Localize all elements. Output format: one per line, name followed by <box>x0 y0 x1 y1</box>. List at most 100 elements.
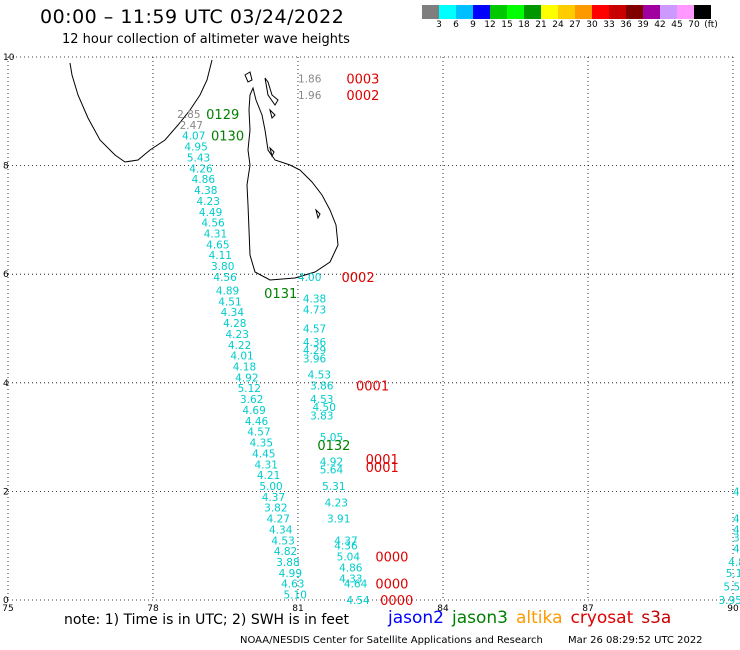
credit-text: NOAA/NESDIS Center for Satellite Applica… <box>240 635 543 646</box>
color-swatch-0 <box>422 5 439 19</box>
color-label: 33 <box>603 20 615 30</box>
color-swatch-8 <box>558 5 575 19</box>
swh-value: 4.23 <box>226 329 249 341</box>
swh-value: 3.6 <box>733 533 740 545</box>
swh-value: 4.28 <box>223 318 246 330</box>
swh-value: 4.82 <box>274 546 297 558</box>
swh-value: 3.82 <box>264 503 287 515</box>
swh-value: 4.36 <box>334 541 358 553</box>
swh-value: 4.29 <box>303 345 326 357</box>
time-label: 0003 <box>346 73 379 88</box>
swh-value: 4.56 <box>201 218 225 230</box>
axis-ticks: 75 78 81 84 87 90 0 2 4 6 8 10 <box>2 53 739 614</box>
legend-jason3: jason3 <box>452 608 508 628</box>
swh-value: 4.99 <box>279 568 302 580</box>
credit-line: NOAA/NESDIS Center for Satellite Applica… <box>240 635 725 646</box>
color-label: 27 <box>569 20 581 30</box>
color-swatch-4 <box>490 5 507 19</box>
swh-value: 4.23 <box>197 196 220 208</box>
color-label: 70 <box>688 20 700 30</box>
x-tick-label: 90 <box>727 604 739 614</box>
color-label: 39 <box>637 20 649 30</box>
swh-value: 4.73 <box>303 304 326 316</box>
legend-altika: altika <box>516 608 563 628</box>
swh-value: 4.35 <box>250 438 273 450</box>
islet-3 <box>269 146 275 158</box>
swh-value: 4.38 <box>194 185 217 197</box>
swh-value: 4.37 <box>262 492 285 504</box>
y-tick-label: 0 <box>3 596 9 606</box>
y-tick-label: 4 <box>3 379 9 389</box>
swh-value: 4.11 <box>209 250 232 262</box>
color-label: 36 <box>620 20 632 30</box>
swh-value: 3.62 <box>240 394 263 406</box>
color-label: 45 <box>671 20 683 30</box>
swh-value: 5.05 <box>320 432 343 444</box>
swh-value: 4.89 <box>216 285 239 297</box>
swh-value: 4.86 <box>339 562 363 574</box>
islet-5 <box>269 108 276 119</box>
legend-s3a: s3a <box>641 608 672 628</box>
satellite-legend: jason2 jason3 altika cryosat s3a <box>388 608 679 628</box>
time-label: 0132 <box>317 439 350 454</box>
swh-value: 4.69 <box>242 405 265 417</box>
x-tick-label: 75 <box>2 604 13 614</box>
swh-value: 4.50 <box>313 402 336 414</box>
color-swatch-10 <box>592 5 609 19</box>
time-label: 0000 <box>380 594 413 609</box>
swh-value: 5.10 <box>726 568 740 580</box>
swh-value: 3.86 <box>310 381 334 393</box>
swh-value: 3.80 <box>211 261 234 273</box>
color-label: 15 <box>501 20 513 30</box>
color-swatch-12 <box>626 5 643 19</box>
legend-cryosat: cryosat <box>570 608 634 628</box>
x-tick-label: 87 <box>582 604 593 614</box>
swh-value: 4.92 <box>320 457 343 469</box>
time-label: 0001 <box>366 453 399 468</box>
color-swatch-13 <box>643 5 660 19</box>
color-label: (ft) <box>704 20 718 30</box>
color-swatch-15 <box>677 5 694 19</box>
color-label: 21 <box>535 20 547 30</box>
swh-value: 4.51 <box>218 296 241 308</box>
color-swatch-9 <box>575 5 592 19</box>
swh-value: 4.3 <box>733 514 740 526</box>
swh-value: 4.53 <box>308 370 331 382</box>
y-tick-label: 8 <box>3 162 9 172</box>
swh-value: 4.1 <box>733 543 740 555</box>
swh-value: 1.96 <box>298 90 322 102</box>
time-label: 0001 <box>366 461 399 476</box>
islet-4 <box>315 208 321 220</box>
time-label: 0131 <box>264 287 297 302</box>
x-tick-label: 81 <box>292 604 303 614</box>
color-swatch-11 <box>609 5 626 19</box>
swh-value: 2.85 <box>177 109 200 121</box>
color-label: 18 <box>518 20 530 30</box>
coastline <box>69 59 339 281</box>
sri-lanka-coast <box>246 86 339 281</box>
swh-value: 4.8 <box>733 524 740 536</box>
swh-value: 4.63 <box>281 579 304 591</box>
y-tick-label: 2 <box>3 487 9 497</box>
x-tick-label: 84 <box>437 604 449 614</box>
swh-value: 4.33 <box>339 573 362 585</box>
swh-value: 4.49 <box>199 207 222 219</box>
color-swatch-6 <box>524 5 541 19</box>
color-swatch-1 <box>439 5 456 19</box>
swh-value: 4.21 <box>257 470 280 482</box>
color-swatch-7 <box>541 5 558 19</box>
swh-value: 4.00 <box>298 272 321 284</box>
swh-value: 5.31 <box>322 481 345 493</box>
swh-value: 4.18 <box>233 362 256 374</box>
swh-value: 5.12 <box>238 383 261 395</box>
swh-value: 4.86 <box>192 174 216 186</box>
india-coast <box>69 59 213 163</box>
swh-value: 4.57 <box>247 427 270 439</box>
color-swatch-16 <box>694 5 711 19</box>
timestamp-text: Mar 26 08:29:52 UTC 2022 <box>568 635 703 646</box>
swh-value: 3.88 <box>276 557 299 569</box>
time-label: 0129 <box>206 108 239 123</box>
islet-1 <box>264 77 279 106</box>
swh-value: 4.26 <box>189 163 213 175</box>
swh-value: 4.01 <box>230 351 253 363</box>
